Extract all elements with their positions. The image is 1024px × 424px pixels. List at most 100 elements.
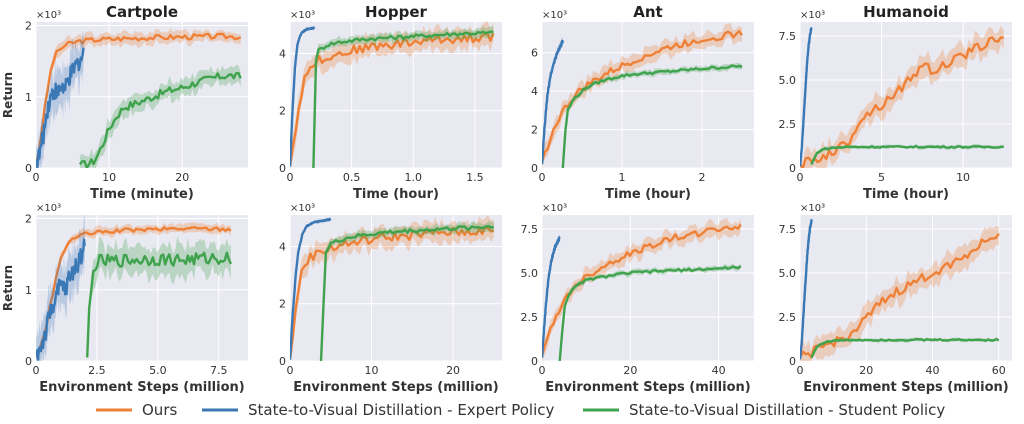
y-tick-label: 2 — [279, 105, 286, 118]
y-axis-label: Return — [1, 265, 15, 311]
series-line-ours — [800, 36, 1004, 168]
series-line-expert — [36, 238, 86, 361]
series-group — [800, 25, 1004, 168]
y-tick-label: 2.5 — [779, 118, 797, 131]
series-line-student — [558, 265, 742, 361]
series-band-student — [87, 235, 231, 361]
y-tick-label: 5.0 — [521, 267, 539, 280]
series-line-ours — [800, 232, 1000, 359]
x-axis-label: Environment Steps (million) — [545, 380, 750, 395]
series-band-ours — [290, 214, 494, 361]
series-line-expert — [290, 217, 332, 360]
panel-4: 0 5 10 0 2.5 5.0 7.5×10³ Humanoid Time (hour) — [779, 3, 1012, 202]
x-tick-label: 10 — [102, 171, 116, 184]
panel-title: Cartpole — [106, 3, 178, 21]
y-tick-label: 5.0 — [779, 74, 797, 87]
y-tick-label: 6 — [531, 47, 538, 60]
y-tick-label: 2 — [25, 20, 32, 33]
series-group — [36, 213, 232, 361]
x-tick-label: 40 — [712, 364, 726, 377]
y-tick-label: 2.5 — [779, 311, 797, 324]
series-group — [290, 214, 495, 361]
y-multiplier: ×10³ — [36, 10, 61, 21]
y-tick-label: 4 — [531, 85, 538, 98]
x-axis-label: Time (hour) — [863, 187, 949, 202]
series-line-ours — [36, 226, 232, 358]
y-tick-label: 7.5 — [779, 223, 797, 236]
x-tick-label: 5 — [878, 171, 885, 184]
panel-8: 0 20 40 60 0 2.5 5.0 7.5×10³ Environment Steps (… — [779, 203, 1012, 395]
grid — [541, 22, 754, 169]
legend-item-student: State-to-Visual Distillation - Student P… — [583, 401, 945, 419]
y-tick-label: 0 — [279, 162, 286, 175]
panel-title: Humanoid — [863, 3, 949, 21]
panel-7: 0 20 40 0 2.5 5.0 7.5×10³ Environment Steps (mi… — [521, 203, 754, 395]
y-tick-label: 0 — [25, 355, 32, 368]
grid — [35, 22, 248, 169]
legend: Ours State-to-Visual Distillation - Exper… — [96, 401, 945, 419]
series-line-ours — [290, 32, 495, 167]
series-line-ours — [290, 225, 495, 360]
series-band-ours — [290, 21, 494, 168]
series-line-student — [312, 30, 494, 168]
series-band-ours — [542, 217, 741, 361]
y-tick-label: 4 — [279, 240, 286, 253]
x-tick-label: 10 — [956, 171, 970, 184]
y-tick-label: 1 — [25, 91, 32, 104]
panel-2: 0 0.5 1.0 1.5 0 2 4 ×10³ Hopper Time (hour) — [279, 3, 502, 202]
series-group — [542, 22, 743, 168]
panel-1: 0 10 20 0 1 2 ×10³ Cartpole Time (minute) Return — [1, 3, 248, 202]
y-tick-label: 2 — [531, 124, 538, 137]
series-line-expert — [542, 236, 561, 358]
y-tick-label: 2 — [279, 298, 286, 311]
x-tick-label: 0 — [287, 171, 294, 184]
y-tick-label: 2.5 — [521, 311, 539, 324]
grid — [799, 215, 1012, 362]
y-tick-label: 7.5 — [521, 223, 539, 236]
x-tick-label: 7.5 — [210, 364, 228, 377]
y-tick-label: 0 — [531, 355, 538, 368]
y-tick-label: 0 — [25, 162, 32, 175]
series-line-student — [561, 64, 743, 168]
y-axis-label: Return — [1, 72, 15, 118]
x-tick-label: 0 — [33, 364, 40, 377]
legend-label: State-to-Visual Distillation - Expert Po… — [248, 401, 555, 419]
y-tick-label: 0 — [789, 162, 796, 175]
series-band-expert — [36, 213, 85, 361]
x-tick-label: 0 — [539, 364, 546, 377]
panel-title: Ant — [633, 3, 662, 21]
panel-title: Hopper — [365, 3, 428, 21]
y-tick-label: 2 — [25, 213, 32, 226]
x-axis-label: Time (hour) — [353, 187, 439, 202]
grid — [289, 215, 502, 362]
x-axis-label: Time (hour) — [605, 187, 691, 202]
x-tick-label: 40 — [926, 364, 940, 377]
series-line-expert — [800, 219, 813, 360]
x-tick-label: 1 — [619, 171, 626, 184]
plot-area — [36, 22, 248, 168]
legend-label: State-to-Visual Distillation - Student P… — [629, 401, 945, 419]
series-line-expert — [800, 27, 813, 167]
y-multiplier: ×10³ — [542, 10, 567, 21]
y-tick-label: 5.0 — [779, 267, 797, 280]
y-multiplier: ×10³ — [800, 10, 825, 21]
legend-item-ours: Ours — [96, 401, 177, 419]
x-axis-label: Environment Steps (million) — [803, 380, 1008, 395]
series-group — [542, 217, 742, 361]
series-line-student — [319, 224, 495, 361]
x-tick-label: 20 — [446, 364, 460, 377]
panel-6: 0 10 20 0 2 4 ×10³ Environment Steps (million) — [279, 203, 502, 395]
series-line-student — [810, 144, 1004, 166]
x-tick-label: 20 — [175, 171, 189, 184]
y-multiplier: ×10³ — [800, 203, 825, 214]
series-line-ours — [542, 30, 743, 163]
series-line-student — [78, 71, 242, 168]
series-line-student — [86, 251, 232, 358]
y-tick-label: 1 — [25, 284, 32, 297]
grid — [35, 215, 248, 362]
y-tick-label: 7.5 — [779, 30, 797, 43]
x-tick-label: 1.5 — [466, 171, 484, 184]
x-tick-label: 5.0 — [149, 364, 167, 377]
y-multiplier: ×10³ — [542, 203, 567, 214]
